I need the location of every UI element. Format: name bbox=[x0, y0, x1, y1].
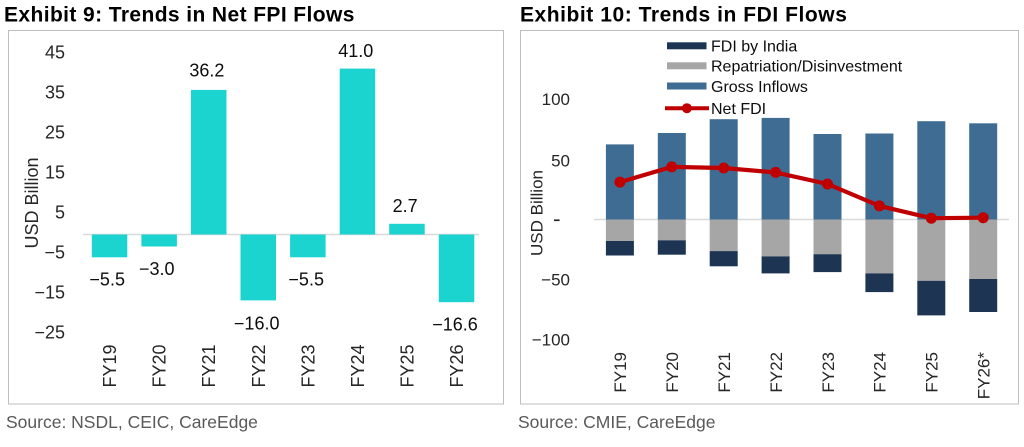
svg-text:50: 50 bbox=[551, 152, 570, 171]
svg-text:FY23: FY23 bbox=[298, 345, 318, 388]
svg-text:Net FDI: Net FDI bbox=[711, 101, 766, 118]
svg-text:−16.0: −16.0 bbox=[234, 313, 280, 333]
svg-text:Exhibit 9: Trends in Net FPI F: Exhibit 9: Trends in Net FPI Flows bbox=[4, 4, 355, 27]
svg-text:FY26*: FY26* bbox=[975, 352, 994, 400]
svg-text:−5.5: −5.5 bbox=[89, 269, 125, 289]
svg-text:USD Billion: USD Billion bbox=[22, 157, 42, 248]
svg-text:45: 45 bbox=[45, 43, 65, 63]
svg-text:−3.0: −3.0 bbox=[139, 259, 175, 279]
svg-text:FY19: FY19 bbox=[611, 352, 630, 393]
svg-text:FY21: FY21 bbox=[199, 345, 219, 388]
svg-text:−100: −100 bbox=[532, 330, 570, 349]
svg-text:FY23: FY23 bbox=[819, 352, 838, 393]
svg-text:−16.6: −16.6 bbox=[432, 315, 478, 335]
svg-text:36.2: 36.2 bbox=[189, 60, 224, 80]
svg-text:FY21: FY21 bbox=[715, 352, 734, 393]
svg-text:100: 100 bbox=[542, 90, 570, 109]
svg-text:FY20: FY20 bbox=[663, 352, 682, 393]
svg-text:Gross Inflows: Gross Inflows bbox=[711, 79, 808, 96]
svg-text:FY25: FY25 bbox=[398, 345, 418, 388]
svg-text:FY19: FY19 bbox=[100, 345, 120, 388]
svg-text:5: 5 bbox=[55, 203, 65, 223]
svg-text:−5: −5 bbox=[44, 243, 65, 263]
svg-text:−15: −15 bbox=[34, 283, 65, 303]
svg-text:41.0: 41.0 bbox=[338, 41, 373, 61]
svg-text:Source: NSDL, CEIC, CareEdge: Source: NSDL, CEIC, CareEdge bbox=[6, 412, 258, 432]
svg-text:−5.5: −5.5 bbox=[288, 269, 324, 289]
svg-text:−25: −25 bbox=[34, 323, 65, 343]
svg-text:FY26: FY26 bbox=[447, 345, 467, 388]
svg-text:Exhibit 10: Trends in FDI Flow: Exhibit 10: Trends in FDI Flows bbox=[520, 4, 847, 27]
svg-text:−50: −50 bbox=[541, 271, 570, 290]
svg-text:FDI by India: FDI by India bbox=[711, 39, 797, 56]
svg-text:2.7: 2.7 bbox=[393, 196, 418, 216]
svg-text:FY24: FY24 bbox=[348, 345, 368, 388]
svg-text:Source: CMIE, CareEdge: Source: CMIE, CareEdge bbox=[518, 412, 715, 432]
svg-text:FY22: FY22 bbox=[249, 345, 269, 388]
svg-text:15: 15 bbox=[45, 163, 65, 183]
svg-text:Repatriation/Disinvestment: Repatriation/Disinvestment bbox=[711, 59, 903, 76]
svg-text:FY24: FY24 bbox=[871, 352, 890, 393]
svg-text:25: 25 bbox=[45, 123, 65, 143]
svg-text:FY22: FY22 bbox=[767, 352, 786, 393]
svg-text:FY25: FY25 bbox=[923, 352, 942, 393]
svg-text:USD Billion: USD Billion bbox=[528, 170, 547, 256]
svg-text:35: 35 bbox=[45, 83, 65, 103]
svg-text:FY20: FY20 bbox=[150, 345, 170, 388]
